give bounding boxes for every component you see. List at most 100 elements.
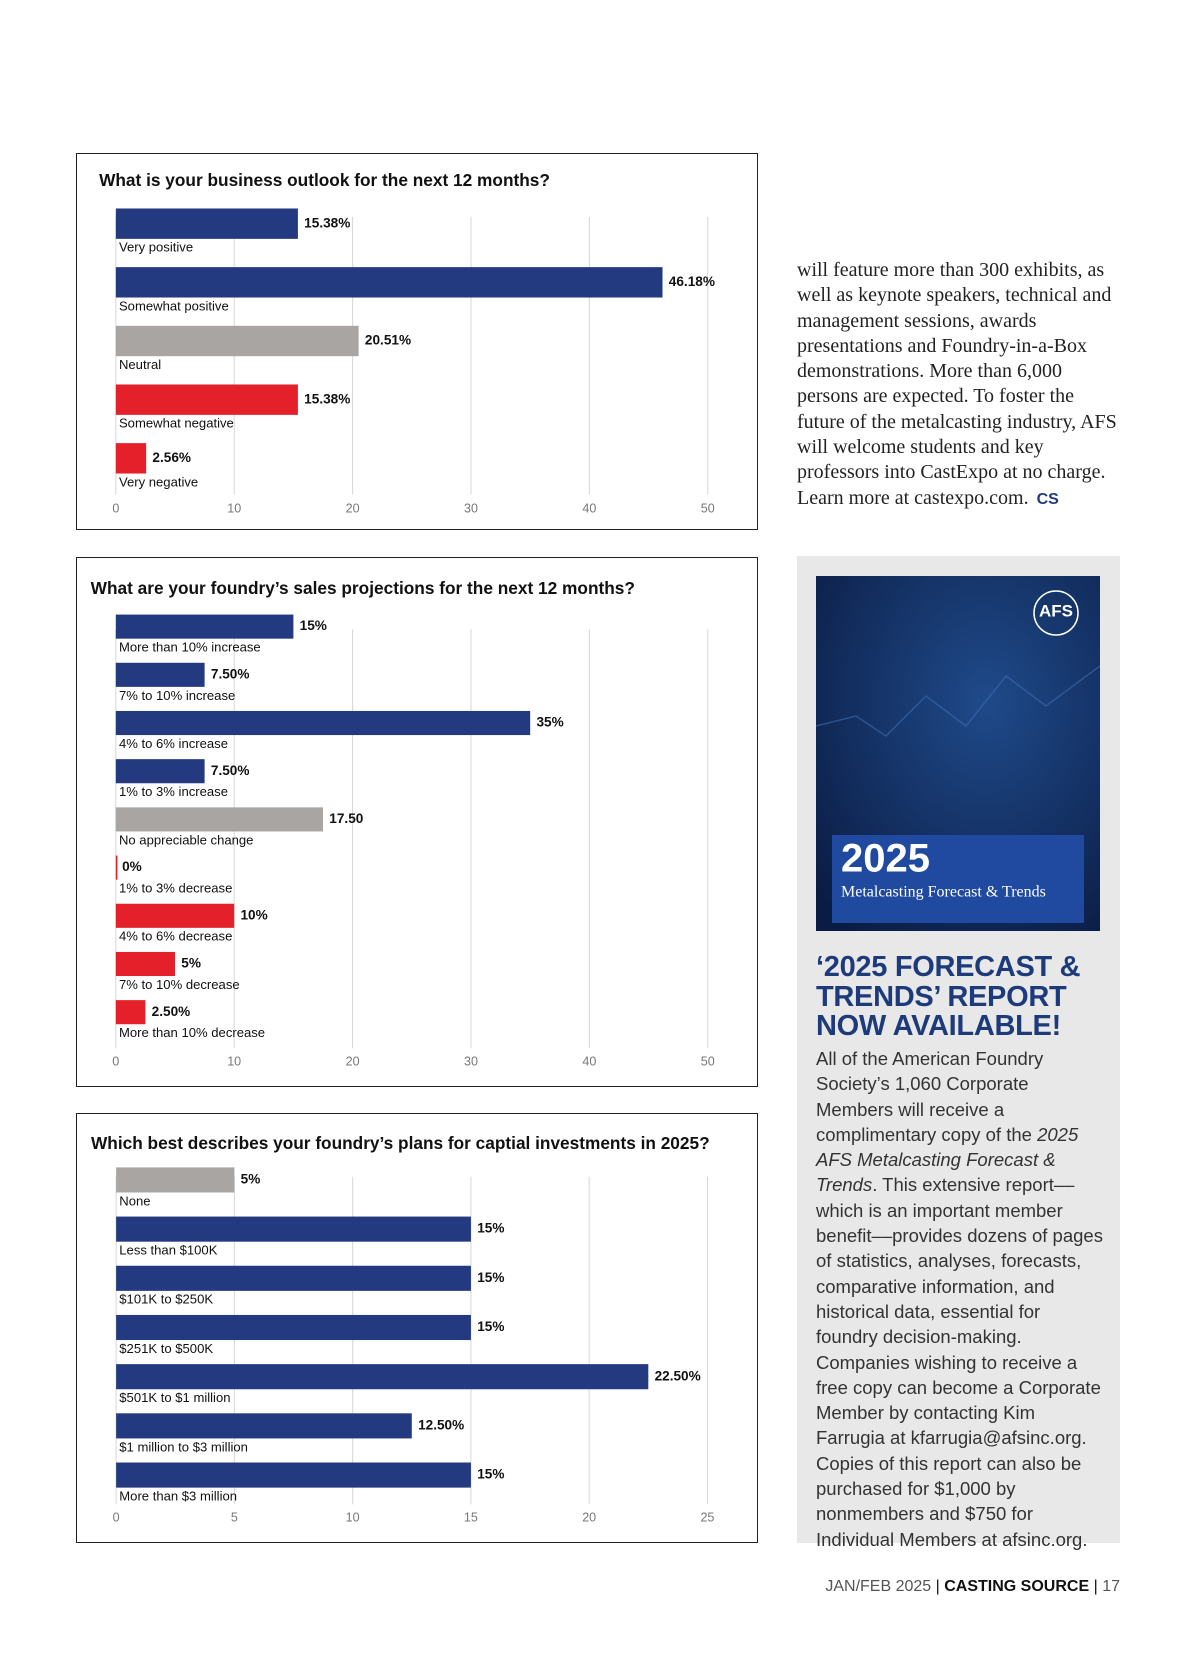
x-tick-label: 20 [346, 1054, 360, 1068]
article: will feature more than 300 exhibits, as … [797, 258, 1117, 512]
category-label: $1 million to $3 million [119, 1439, 248, 1454]
x-tick-label: 50 [701, 1054, 715, 1068]
category-label: $251K to $500K [119, 1341, 213, 1356]
category-label: More than 10% increase [119, 640, 261, 655]
category-label: Neutral [119, 357, 161, 372]
x-tick-label: 40 [582, 501, 596, 515]
cover-year: 2025 [841, 837, 930, 881]
value-label: 0% [122, 859, 142, 874]
bar [116, 1462, 471, 1488]
bar [115, 759, 205, 784]
page-number: 17 [1102, 1578, 1120, 1595]
magazine: CASTING SOURCE [944, 1578, 1090, 1595]
category-label: 4% to 6% decrease [119, 929, 232, 944]
x-tick-label: 0 [112, 501, 119, 515]
end-mark: CS [1036, 490, 1059, 508]
category-label: 4% to 6% increase [119, 736, 228, 751]
value-label: 5% [181, 956, 201, 971]
category-label: Very positive [119, 240, 193, 255]
x-tick-label: 10 [227, 501, 241, 515]
value-label: 15% [300, 618, 327, 633]
category-label: Very negative [119, 474, 198, 489]
bar [116, 1314, 471, 1341]
sidebar: AFS 2025 Metalcasting Forecast & Trends … [797, 556, 1120, 1550]
x-tick-label: 20 [582, 1510, 596, 1524]
value-label: 35% [536, 715, 563, 730]
bar [115, 903, 235, 928]
category-label: Somewhat negative [119, 416, 234, 431]
sidebar-body: All of the American Foundry Society’s 1,… [816, 1046, 1106, 1552]
cover-panel [832, 835, 1084, 923]
value-label: 10% [240, 907, 267, 922]
chart-frame: What are your foundry’s sales projection… [76, 557, 758, 1087]
report-title: 2025 AFS Metalcasting Forecast & Trends [816, 1123, 1079, 1196]
value-label: 2.56% [152, 450, 191, 465]
category-label: More than $3 million [119, 1488, 237, 1503]
bar [115, 1000, 146, 1025]
cover-title: Metalcasting Forecast & Trends [841, 884, 1046, 901]
body-text: All of the American Foundry Society’s 1,… [816, 1048, 1044, 1145]
x-tick-label: 10 [227, 1054, 241, 1068]
bar [116, 1413, 412, 1439]
category-label: Less than $100K [119, 1243, 217, 1258]
chart: Which best describes your foundry’s plan… [91, 1133, 714, 1524]
x-tick-label: 15 [464, 1510, 478, 1524]
chart-frame: Which best describes your foundry’s plan… [76, 1113, 758, 1543]
chart-frame: What is your business outlook for the ne… [76, 153, 758, 530]
issue: JAN/FEB 2025 [825, 1578, 932, 1595]
category-label: $101K to $250K [119, 1292, 213, 1307]
value-label: 2.50% [152, 1004, 191, 1019]
value-label: 17.50 [329, 811, 363, 826]
value-label: 22.50% [655, 1368, 701, 1383]
value-label: 15% [477, 1467, 504, 1482]
value-label: 20.51% [365, 333, 411, 348]
x-tick-label: 10 [346, 1510, 360, 1524]
value-label: 15% [477, 1270, 504, 1285]
bar [115, 384, 298, 415]
logo-ring [1033, 590, 1079, 636]
bar [115, 267, 663, 298]
value-label: 15.38% [304, 215, 350, 230]
headline: ‘2025 FORECAST & TRENDS’ REPORT NOW AVAI… [816, 951, 1081, 1042]
category-label: 7% to 10% decrease [119, 977, 240, 992]
logo: AFS [1039, 601, 1073, 620]
chart-title: What is your business outlook for the ne… [99, 170, 550, 190]
category-label: 7% to 10% increase [119, 688, 235, 703]
value-label: 15% [477, 1221, 504, 1236]
x-tick-label: 20 [346, 501, 360, 515]
bar [116, 1364, 649, 1390]
bar [116, 1216, 471, 1242]
category-label: Somewhat positive [119, 298, 229, 313]
value-label: 7.50% [211, 666, 250, 681]
bar [115, 443, 147, 474]
bar [116, 1265, 471, 1291]
chart: What is your business outlook for the ne… [99, 170, 715, 516]
category-label: No appreciable change [119, 832, 254, 847]
category-label: 1% to 3% increase [119, 784, 228, 799]
bar [115, 208, 298, 239]
body-text: . This extensive report––which is an imp… [816, 1174, 1103, 1550]
category-label: 1% to 3% decrease [119, 881, 232, 896]
cover-line [816, 665, 1100, 737]
category-label: More than 10% decrease [119, 1025, 265, 1040]
bar [115, 710, 531, 736]
report-cover: AFS 2025 Metalcasting Forecast & Trends [816, 576, 1100, 931]
article-text: will feature more than 300 exhibits, as … [797, 259, 1117, 509]
footer: JAN/FEB 2025 | CASTING SOURCE | 17 [825, 1578, 1120, 1595]
category-label: None [119, 1193, 150, 1208]
x-tick-label: 30 [464, 501, 478, 515]
x-tick-label: 50 [701, 501, 715, 515]
x-tick-label: 40 [582, 1054, 596, 1068]
x-tick-label: 5 [231, 1510, 238, 1524]
category-label: $501K to $1 million [119, 1390, 230, 1405]
value-label: 12.50% [418, 1417, 464, 1432]
bar [115, 951, 176, 977]
bar [115, 807, 323, 832]
x-tick-label: 30 [464, 1054, 478, 1068]
bar [115, 614, 294, 639]
bar [115, 662, 205, 687]
value-label: 5% [241, 1172, 261, 1187]
x-tick-label: 25 [700, 1510, 714, 1524]
value-label: 15% [477, 1319, 504, 1334]
